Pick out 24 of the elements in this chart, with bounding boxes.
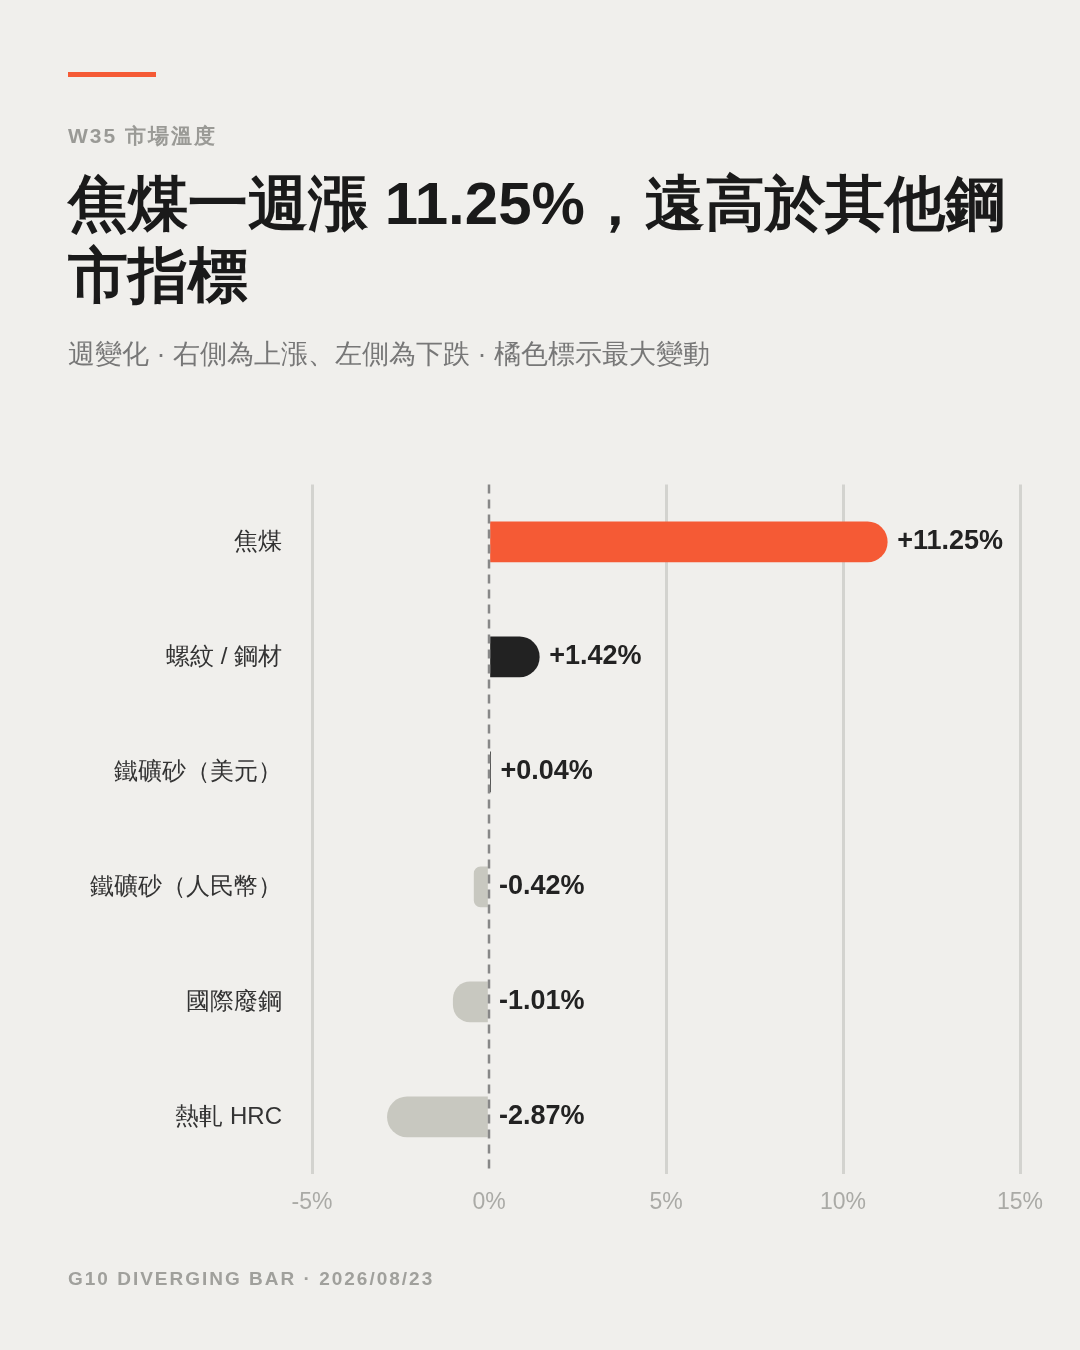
bar	[473, 866, 488, 908]
y-tick-label: 螺紋 / 鋼材	[165, 641, 282, 669]
x-tick-label: 5%	[649, 1187, 683, 1214]
data-label: -2.87%	[499, 1100, 585, 1131]
bar	[490, 521, 888, 563]
data-label: -1.01%	[499, 985, 585, 1016]
data-label: +0.04%	[500, 755, 593, 786]
text: W35 市場溫度	[68, 123, 218, 149]
text: G10 DIVERGING BAR · 2026/08/23	[68, 1268, 435, 1290]
y-tick-label: 鐵礦砂（人民幣）	[90, 871, 282, 899]
data-label: +11.25%	[897, 525, 1004, 556]
x-tick-label: 0%	[472, 1187, 506, 1214]
y-tick-label: 熱軋 HRC	[175, 1101, 282, 1129]
data-label: +1.42%	[549, 640, 642, 671]
chart-title: 焦煤一週漲 11.25%，遠高於其他鋼市指標	[68, 169, 1006, 311]
text: 週變化 · 右側為上漲、左側為下跌 · 橘色標示最大變動	[68, 338, 710, 371]
x-tick-label: 15%	[996, 1187, 1044, 1214]
y-tick-label: 鐵礦砂（美元）	[114, 756, 282, 784]
data-label: -0.42%	[499, 870, 585, 901]
x-tick-label: -5%	[291, 1187, 333, 1214]
y-tick-label: 焦煤	[234, 526, 282, 554]
bar	[387, 1096, 488, 1138]
x-tick-label: 10%	[819, 1187, 867, 1214]
y-tick-label: 國際廢鋼	[186, 986, 282, 1014]
